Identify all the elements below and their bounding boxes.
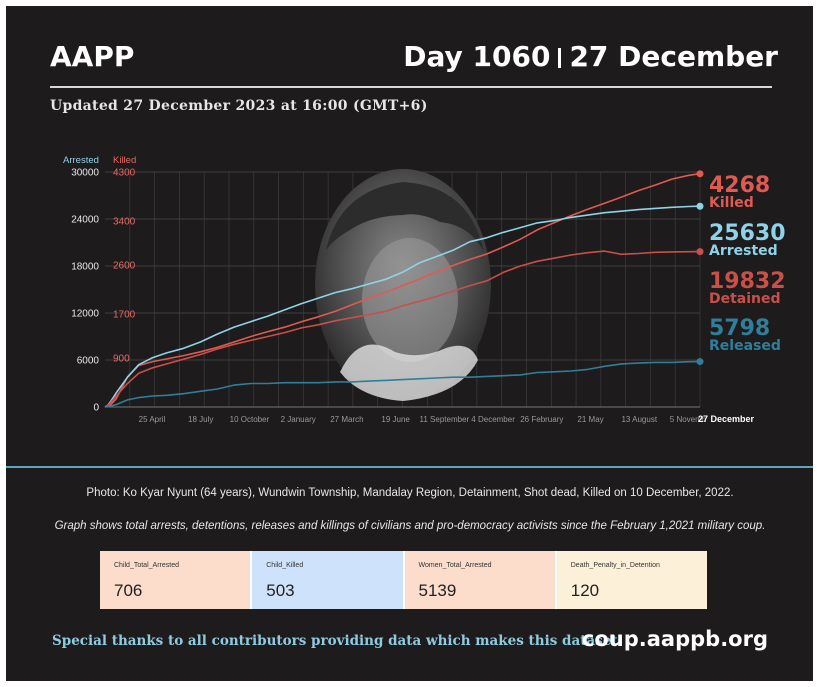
x-tick-label: 19 June xyxy=(381,415,410,424)
y-tick-left: 24000 xyxy=(71,215,99,226)
end-label-value: 5798 xyxy=(709,316,770,341)
thanks-text: Special thanks to all contributors provi… xyxy=(52,633,623,649)
brand-title: AAPP xyxy=(50,40,135,73)
day-count: Day 1060 xyxy=(403,40,551,73)
stat-label: Child_Total_Arrested xyxy=(114,562,179,569)
stat-card-child-arrested: Child_Total_Arrested 706 xyxy=(100,551,253,609)
graph-caption: Graph shows total arrests, detentions, r… xyxy=(54,520,766,532)
line-chart: 0 6000 12000 18000 24000 30000 900 1700 2600 3400… xyxy=(63,155,786,424)
y-tick-left: 0 xyxy=(93,403,99,414)
series-line-killed xyxy=(104,172,701,408)
y-tick-left: 18000 xyxy=(71,262,99,273)
x-tick-label: 2 January xyxy=(281,415,316,424)
y-tick-right: 1700 xyxy=(113,310,136,321)
stat-card-women-arrested: Women_Total_Arrested 5139 xyxy=(404,551,557,609)
stat-label: Women_Total_Arrested xyxy=(418,562,492,569)
stat-card-child-killed: Child_Killed 503 xyxy=(252,551,405,609)
stat-value: 120 xyxy=(570,581,600,600)
x-tick-label: 26 February xyxy=(520,415,563,424)
y-tick-right: 900 xyxy=(113,353,130,364)
stat-value: 706 xyxy=(114,581,143,600)
end-label-value: 19832 xyxy=(709,269,786,294)
stat-value: 5139 xyxy=(418,581,457,600)
y-tick-right: 3400 xyxy=(113,217,136,228)
day-date: 27 December xyxy=(569,40,778,73)
right-axis-title: Killed xyxy=(113,155,136,166)
stat-label: Death_Penalty_in_Detention xyxy=(570,562,660,569)
photo-caption: Photo: Ko Kyar Nyunt (64 years), Wundwin… xyxy=(86,487,734,499)
x-tick-label: 11 September xyxy=(420,415,470,424)
series-endpoint-arrested xyxy=(696,202,704,210)
series-line-released xyxy=(104,360,701,408)
section-divider xyxy=(6,466,813,468)
series-line-detained xyxy=(104,250,701,408)
y-tick-left: 6000 xyxy=(77,356,100,367)
y-tick-right: 2600 xyxy=(113,260,136,271)
y-tick-left: 12000 xyxy=(71,309,99,320)
y-tick-left: 30000 xyxy=(71,168,99,179)
stats-row: Child_Total_Arrested 706 Child_Killed 50… xyxy=(100,551,707,609)
series-endpoint-released xyxy=(696,358,704,366)
end-label-value: 25630 xyxy=(709,221,786,246)
day-heading: Day 1060 27 December xyxy=(403,40,778,73)
stat-card-death-penalty: Death_Penalty_in_Detention 120 xyxy=(556,551,707,609)
x-tick-label: 10 October xyxy=(230,415,270,424)
site-url[interactable]: coup.aappb.org xyxy=(581,627,768,651)
y-tick-right: 4300 xyxy=(113,168,136,179)
x-tick-label: 5 Novemb xyxy=(670,415,707,424)
end-label-value: 4268 xyxy=(709,173,770,198)
series-endpoint-detained xyxy=(696,248,704,256)
x-tick-label: 18 July xyxy=(188,415,213,424)
series-line-arrested xyxy=(104,205,701,408)
end-label-name: Killed xyxy=(709,195,754,211)
end-label-name: Released xyxy=(709,338,781,354)
left-axis-title: Arrested xyxy=(63,155,99,166)
x-tick-label: 13 August xyxy=(621,415,657,424)
x-tick-label: 21 May xyxy=(577,415,603,424)
x-tick-label: 27 March xyxy=(330,415,363,424)
x-tick-label: 27 December xyxy=(698,414,755,424)
updated-timestamp: Updated 27 December 2023 at 16:00 (GMT+6… xyxy=(50,98,428,114)
header-divider xyxy=(50,86,772,88)
x-tick-label: 25 April xyxy=(139,415,166,424)
end-label-name: Detained xyxy=(709,291,781,307)
stat-label: Child_Killed xyxy=(266,562,304,569)
series-endpoint-killed xyxy=(696,170,704,178)
end-label-name: Arrested xyxy=(709,243,778,259)
stat-value: 503 xyxy=(266,581,295,600)
separator-bar xyxy=(558,48,562,68)
x-tick-label: 4 December xyxy=(471,415,515,424)
